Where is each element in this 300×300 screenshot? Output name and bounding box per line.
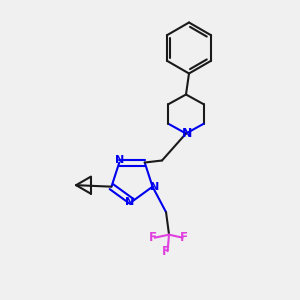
Text: N: N xyxy=(182,127,193,140)
Text: F: F xyxy=(162,245,170,258)
Text: N: N xyxy=(115,155,124,165)
Text: N: N xyxy=(150,182,160,192)
Text: F: F xyxy=(180,231,188,244)
Text: N: N xyxy=(125,196,134,207)
Text: F: F xyxy=(149,231,157,244)
